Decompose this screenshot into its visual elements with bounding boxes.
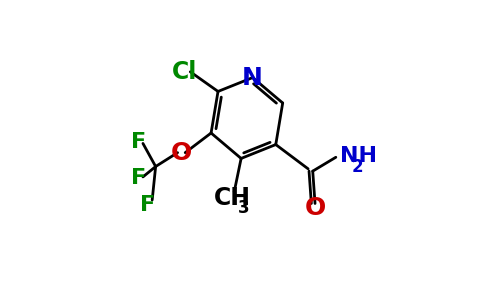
- Text: N: N: [242, 66, 263, 90]
- Text: F: F: [140, 195, 155, 214]
- Text: 2: 2: [351, 158, 363, 175]
- Text: F: F: [131, 132, 146, 152]
- Text: O: O: [170, 141, 192, 165]
- Text: NH: NH: [340, 146, 378, 166]
- Text: CH: CH: [213, 186, 250, 210]
- Text: Cl: Cl: [172, 60, 197, 84]
- Text: 3: 3: [238, 199, 249, 217]
- Text: F: F: [131, 168, 146, 188]
- Text: O: O: [304, 196, 326, 220]
